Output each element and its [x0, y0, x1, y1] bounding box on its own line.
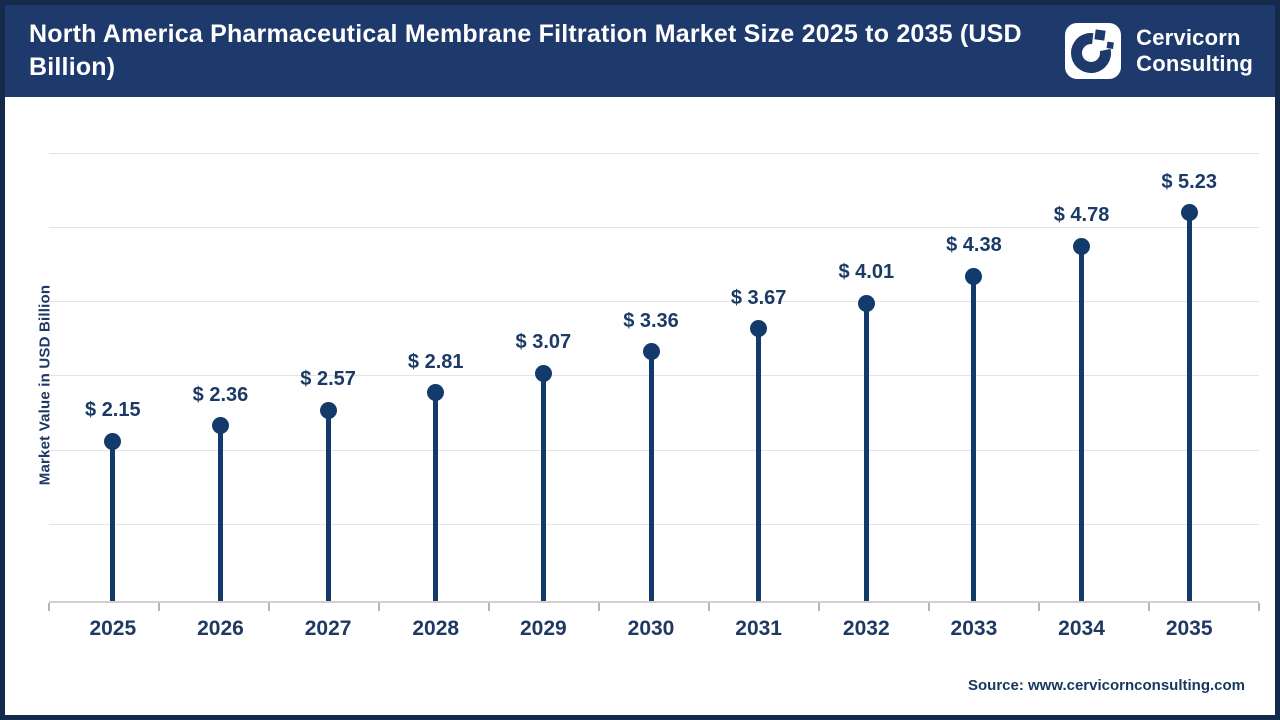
data-point-marker — [211, 417, 229, 435]
value-label: $ 3.67 — [730, 286, 787, 309]
chart-title: North America Pharmaceutical Membrane Fi… — [29, 19, 1022, 82]
data-point-marker — [104, 432, 122, 450]
gridline — [49, 227, 1259, 228]
x-axis-tick — [1038, 603, 1040, 611]
gridline — [49, 375, 1259, 377]
lollipop-stem — [1186, 212, 1192, 601]
logo-word-1: Cervicorn — [1136, 25, 1241, 51]
value-label: $ 5.23 — [1161, 170, 1217, 193]
x-axis-category-label: 2030 — [627, 617, 675, 640]
data-point-marker — [534, 364, 552, 382]
lollipop-stem — [325, 410, 331, 601]
logo-wordmark: Cervicorn Consulting — [1136, 25, 1253, 77]
data-point-marker — [319, 401, 337, 419]
x-axis-tick — [818, 603, 820, 611]
data-point-marker — [750, 320, 768, 338]
logo-mark-icon — [1065, 23, 1122, 79]
data-point-marker — [427, 384, 445, 401]
lollipop-stem — [648, 351, 654, 601]
x-axis-category-label: 2031 — [735, 617, 782, 640]
x-axis-tick — [158, 603, 160, 611]
lollipop-stem — [217, 425, 223, 601]
x-axis-tick — [928, 603, 930, 611]
lollipop-stem — [1079, 246, 1085, 601]
lollipop-stem — [756, 328, 762, 601]
value-label: $ 2.36 — [192, 383, 249, 406]
x-axis-tick — [1258, 603, 1260, 611]
value-label: $ 4.38 — [946, 234, 1002, 257]
lollipop-stem — [863, 303, 869, 601]
lollipop-stem — [433, 392, 439, 601]
value-label: $ 2.81 — [407, 350, 464, 373]
x-axis-tick — [708, 603, 710, 611]
value-label: $ 3.36 — [623, 309, 679, 332]
lollipop-plot: $ 2.15 2025 $ 2.36 2026 $ 2.57 2027 $ 2.81 2028… — [59, 145, 1243, 640]
lollipop-stem — [971, 276, 977, 601]
x-axis-category-label: 2035 — [1165, 617, 1213, 640]
x-axis-category-label: 2032 — [842, 617, 890, 640]
x-axis-category-label: 2029 — [520, 617, 567, 640]
x-axis-category-label: 2028 — [412, 617, 460, 640]
x-axis-tick — [598, 603, 600, 611]
value-label: $ 2.15 — [85, 399, 141, 422]
x-axis-tick — [1148, 603, 1150, 611]
value-label: $ 2.57 — [300, 368, 356, 391]
gridline — [49, 523, 1259, 525]
data-point-marker — [642, 343, 660, 361]
value-label: $ 4.78 — [1053, 204, 1110, 227]
logo-word-2: Consulting — [1136, 51, 1253, 76]
x-axis-tick — [268, 603, 270, 611]
x-axis-tick — [48, 603, 50, 611]
x-axis-tick — [378, 603, 380, 611]
source-attribution: Source: www.cervicornconsulting.com — [967, 677, 1245, 694]
brand-logo: Cervicorn Consulting — [1065, 23, 1253, 79]
x-axis-category-label: 2025 — [89, 617, 137, 640]
header-band: North America Pharmaceutical Membrane Fi… — [5, 5, 1275, 97]
gridline — [49, 449, 1259, 451]
x-axis-tick — [488, 603, 490, 611]
value-label: $ 4.01 — [838, 261, 895, 284]
plot-gridlines — [48, 145, 1260, 611]
gridline — [49, 301, 1259, 303]
x-axis-category-label: 2027 — [304, 617, 352, 640]
x-axis-category-label: 2034 — [1058, 617, 1105, 640]
lollipop-stem — [540, 373, 546, 601]
x-axis-category-label: 2026 — [197, 617, 244, 640]
logo-c-glyph — [1071, 29, 1115, 73]
gridline — [49, 152, 1259, 154]
x-axis-category-label: 2033 — [950, 617, 998, 640]
data-point-marker — [1073, 237, 1091, 255]
lollipop-stem — [110, 441, 116, 601]
value-label: $ 3.07 — [515, 331, 572, 354]
data-point-marker — [965, 267, 983, 285]
data-point-marker — [857, 294, 875, 312]
data-point-marker — [1180, 204, 1198, 222]
